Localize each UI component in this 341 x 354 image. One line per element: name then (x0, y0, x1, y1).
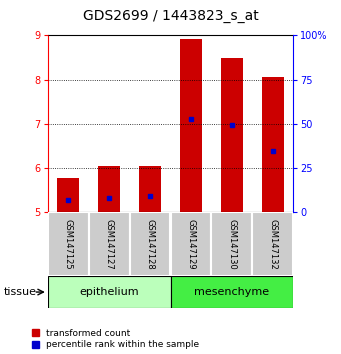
Bar (170, 212, 211, 276)
Bar (57, 178, 79, 212)
Text: mesenchyme: mesenchyme (194, 287, 269, 297)
Legend: transformed count, percentile rank within the sample: transformed count, percentile rank withi… (32, 329, 199, 349)
Bar (48, 276, 170, 308)
Text: GSM147129: GSM147129 (187, 219, 195, 270)
Text: epithelium: epithelium (79, 287, 139, 297)
Bar (170, 276, 293, 308)
Text: GSM147128: GSM147128 (146, 219, 154, 270)
Text: GSM147127: GSM147127 (105, 219, 114, 270)
Bar (130, 212, 170, 276)
Bar (211, 212, 252, 276)
Text: GSM147130: GSM147130 (227, 219, 236, 270)
Text: GDS2699 / 1443823_s_at: GDS2699 / 1443823_s_at (83, 9, 258, 23)
Bar (180, 39, 202, 212)
Bar (89, 212, 130, 276)
Bar (221, 58, 243, 212)
Text: tissue: tissue (3, 287, 36, 297)
Bar (252, 212, 293, 276)
Bar (262, 78, 284, 212)
Bar (139, 166, 161, 212)
Text: GSM147125: GSM147125 (64, 219, 73, 270)
Bar (98, 166, 120, 212)
Bar (48, 212, 89, 276)
Text: GSM147132: GSM147132 (268, 219, 277, 270)
